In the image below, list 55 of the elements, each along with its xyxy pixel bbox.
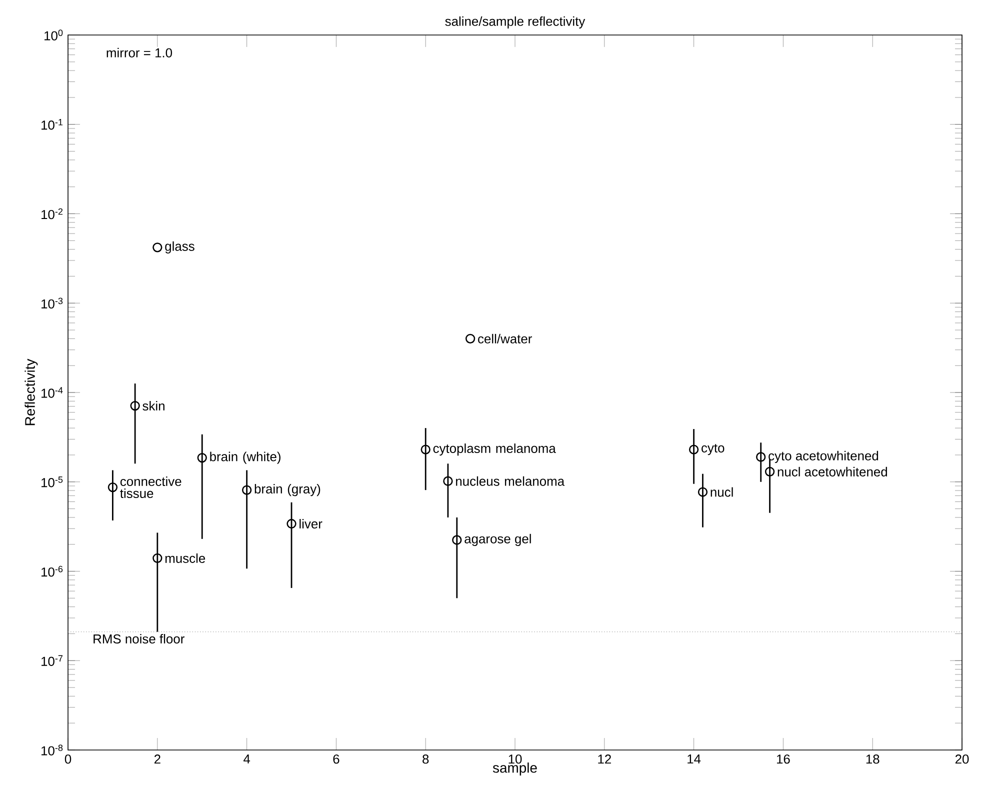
point	[197, 452, 207, 463]
x-tick-label: 16	[776, 754, 790, 764]
annotation: nucl acetowhitened	[778, 466, 888, 476]
point	[756, 452, 766, 462]
point	[698, 487, 708, 497]
y-tick-label: 10$^{-5}$	[42, 476, 63, 488]
annotation: glass	[165, 241, 194, 254]
x-tick-label: 12	[598, 754, 611, 764]
annotation: brain (gray)	[254, 484, 320, 496]
x-tick-label: 8	[422, 754, 429, 764]
point	[130, 400, 140, 411]
point	[465, 334, 476, 344]
point	[152, 242, 162, 252]
x-axis-title: sample	[492, 762, 537, 776]
annotation: muscle	[165, 553, 206, 563]
x-tick-label: 14	[688, 754, 701, 764]
y-tick-label: 10$^{-2}$	[42, 208, 63, 220]
point	[152, 553, 162, 564]
y-tick-label: 10$^{-6}$	[42, 566, 63, 577]
annotation: connective tissue	[120, 476, 182, 498]
annotation: skin	[142, 401, 164, 411]
x-tick-label: 6	[333, 754, 340, 764]
annotation: nucleus melanoma	[456, 476, 565, 486]
ref-line-label: RMS noise floor	[94, 634, 184, 644]
annotation: cell/water	[478, 334, 532, 344]
point	[452, 535, 462, 545]
y-tick-label: 10$^{0}$	[44, 30, 63, 40]
x-tick-label: 4	[244, 754, 250, 764]
annotation: nucl	[710, 487, 733, 497]
x-tick-label: 18	[866, 754, 880, 764]
point	[108, 482, 118, 492]
point	[420, 444, 430, 454]
point	[764, 466, 775, 477]
y-tick-label: 10$^{-1}$	[42, 119, 63, 130]
annotation: agarose gel	[464, 534, 531, 546]
y-tick-label: 10$^{-3}$	[42, 298, 63, 309]
point	[443, 476, 453, 486]
annotation: cytoplasm melanoma	[433, 443, 556, 456]
x-tick-label: 10	[508, 754, 522, 764]
annotation: liver	[300, 518, 322, 528]
point	[688, 444, 699, 454]
annotation: brain (white)	[210, 452, 280, 464]
x-tick-label: 2	[154, 754, 160, 764]
x-tick-label: 0	[64, 754, 72, 764]
y-axis-title: Reflectivity	[24, 358, 38, 426]
annotation: mirror = 1.0	[106, 48, 172, 58]
point	[286, 518, 296, 529]
chart-title: saline/sample reflectivity	[445, 16, 586, 28]
x-tick-label: 20	[955, 754, 969, 764]
y-tick-label: 10$^{-8}$	[42, 744, 63, 756]
annotation: cyto	[702, 444, 724, 456]
point	[242, 485, 252, 495]
annotation: cyto acetowhitened	[768, 450, 878, 463]
y-tick-label: 10$^{-7}$	[42, 655, 63, 666]
y-tick-label: 10$^{-4}$	[42, 387, 63, 398]
